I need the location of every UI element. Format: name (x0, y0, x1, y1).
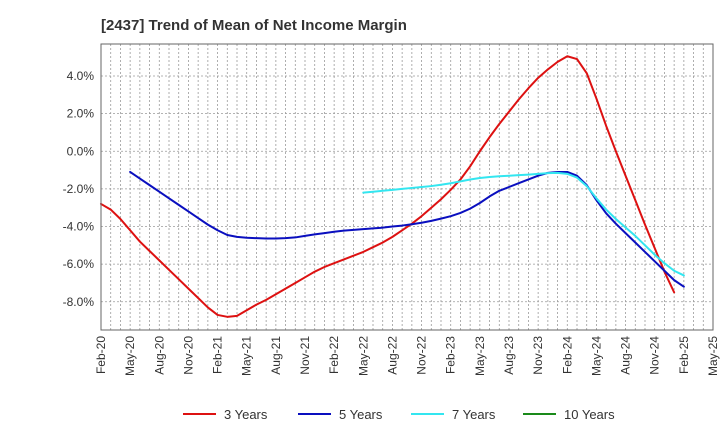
series-line-3-years (100, 55, 676, 318)
y-tick-label: 0.0% (67, 144, 95, 158)
x-tick-label: Aug-23 (502, 336, 516, 375)
series-line-7-years (362, 171, 685, 277)
plot-frame (100, 43, 714, 331)
x-tick-label: Feb-25 (677, 336, 691, 374)
x-tick-label: May-25 (706, 336, 720, 376)
legend-label: 10 Years (564, 407, 615, 422)
y-tick-label: -6.0% (63, 257, 95, 271)
x-tick-label: Feb-23 (444, 336, 458, 374)
x-tick-label: Nov-24 (648, 336, 662, 375)
legend: 3 Years 5 Years 7 Years 10 Years (183, 407, 615, 422)
y-axis: 4.0% 2.0% 0.0% -2.0% -4.0% -6.0% -8.0% (63, 69, 95, 309)
chart-title: [2437] Trend of Mean of Net Income Margi… (101, 17, 407, 34)
x-tick-label: Aug-20 (152, 336, 166, 375)
legend-label: 5 Years (339, 407, 383, 422)
x-tick-label: May-22 (356, 336, 370, 376)
y-tick-label: -2.0% (63, 182, 95, 196)
x-tick-label: Feb-22 (327, 336, 341, 374)
x-tick-label: Aug-24 (619, 336, 633, 375)
x-tick-label: Aug-22 (385, 336, 399, 375)
y-tick-label: 2.0% (67, 107, 95, 121)
legend-label: 7 Years (452, 407, 496, 422)
x-tick-label: Nov-23 (531, 336, 545, 375)
x-tick-label: Nov-21 (298, 336, 312, 375)
x-tick-label: Aug-21 (269, 336, 283, 375)
x-tick-label: Feb-24 (560, 336, 574, 374)
x-tick-label: May-24 (589, 336, 603, 376)
grid (100, 44, 714, 330)
x-tick-label: Nov-20 (181, 336, 195, 375)
x-tick-label: Feb-21 (211, 336, 225, 374)
x-axis: Feb-20 May-20 Aug-20 Nov-20 Feb-21 May-21 Aug-… (94, 336, 720, 376)
legend-label: 3 Years (224, 407, 268, 422)
y-tick-label: -4.0% (63, 220, 95, 234)
x-tick-label: Feb-20 (94, 336, 108, 374)
x-tick-label: May-21 (240, 336, 254, 376)
x-tick-label: May-20 (123, 336, 137, 376)
x-tick-label: May-23 (473, 336, 487, 376)
plot-area (100, 55, 685, 318)
y-tick-label: 4.0% (67, 69, 95, 83)
x-tick-label: Nov-22 (415, 336, 429, 375)
y-tick-label: -8.0% (63, 295, 95, 309)
